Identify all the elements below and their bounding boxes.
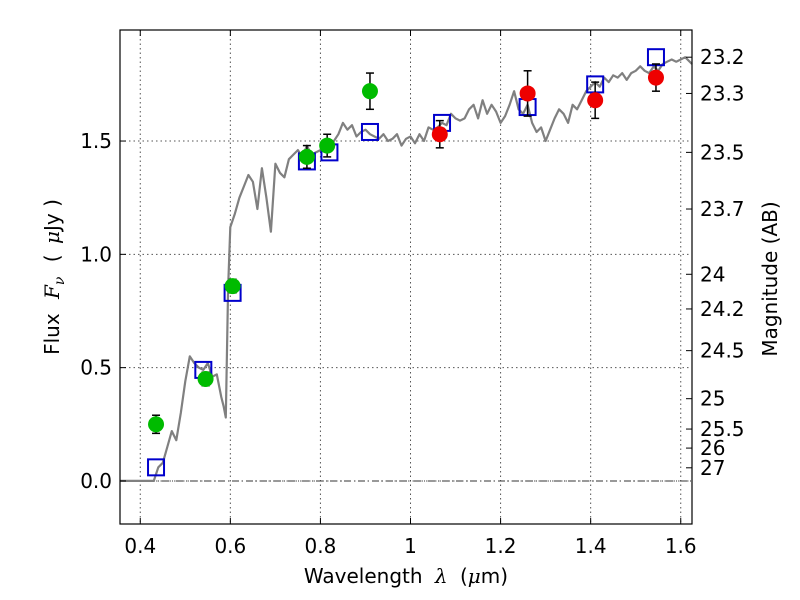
data-markers xyxy=(147,48,665,477)
y-axis-label: Flux Fν ( μJy ) xyxy=(40,199,69,355)
data-point-marker xyxy=(519,85,536,102)
grid xyxy=(120,30,692,524)
data-point-marker xyxy=(298,148,315,165)
x-tick-label-4: 1.2 xyxy=(485,534,517,558)
data-point-0-2 xyxy=(224,278,241,295)
magnitude-tick-label-7: 25 xyxy=(700,387,725,411)
data-point-0-5 xyxy=(361,72,378,111)
x-axis-label: Wavelength λ (μm) xyxy=(304,564,508,588)
data-point-marker xyxy=(361,83,378,100)
data-point-0-4 xyxy=(319,133,336,158)
magnitude-tick-label-8: 25.5 xyxy=(700,417,745,441)
data-point-1-1 xyxy=(519,70,536,117)
data-point-marker xyxy=(647,69,664,86)
y-tick-label-0: 0.0 xyxy=(80,469,112,493)
data-point-marker xyxy=(148,416,165,433)
magnitude-tick-label-4: 24 xyxy=(700,262,725,286)
data-point-0-3 xyxy=(298,144,315,169)
x-tick-label-1: 0.6 xyxy=(214,534,246,558)
ticks: 0.4 0.6 0.8 1 1.2 1.4 1.6 0.0 0.5 1.0 1.5 23.2 23.3 2… xyxy=(80,30,745,558)
magnitude-tick-label-9: 26 xyxy=(700,436,725,460)
axes-frame xyxy=(119,29,693,525)
data-point-marker xyxy=(587,92,604,109)
model-photometry-square-5 xyxy=(360,122,379,141)
data-point-marker xyxy=(197,370,214,387)
magnitude-axis-label: Magnitude (AB) xyxy=(758,201,782,356)
data-point-1-0 xyxy=(431,119,448,149)
data-point-0-0 xyxy=(148,414,165,435)
model-photometry-square-0 xyxy=(147,458,166,477)
data-point-marker xyxy=(431,126,448,143)
magnitude-tick-label-6: 24.5 xyxy=(700,339,745,363)
x-tick-label-6: 1.6 xyxy=(665,534,697,558)
magnitude-tick-label-1: 23.3 xyxy=(700,81,745,105)
data-point-1-3 xyxy=(647,63,664,92)
magnitude-tick-label-0: 23.2 xyxy=(700,45,745,69)
magnitude-tick-label-5: 24.2 xyxy=(700,297,745,321)
x-tick-label-2: 0.8 xyxy=(305,534,337,558)
y-tick-label-1: 0.5 xyxy=(80,356,112,380)
model-spectrum-line xyxy=(120,56,693,482)
magnitude-tick-label-2: 23.5 xyxy=(700,140,745,164)
data-point-1-2 xyxy=(587,81,604,120)
data-point-0-1 xyxy=(197,370,214,387)
x-tick-label-5: 1.4 xyxy=(575,534,607,558)
y-tick-label-2: 1.0 xyxy=(80,242,112,266)
x-tick-label-0: 0.4 xyxy=(124,534,156,558)
data-point-marker xyxy=(319,137,336,154)
magnitude-tick-label-3: 23.7 xyxy=(700,197,745,221)
magnitude-tick-label-10: 27 xyxy=(700,456,725,480)
x-tick-label-3: 1 xyxy=(404,534,417,558)
y-tick-label-3: 1.5 xyxy=(80,129,112,153)
data-point-marker xyxy=(224,278,241,295)
